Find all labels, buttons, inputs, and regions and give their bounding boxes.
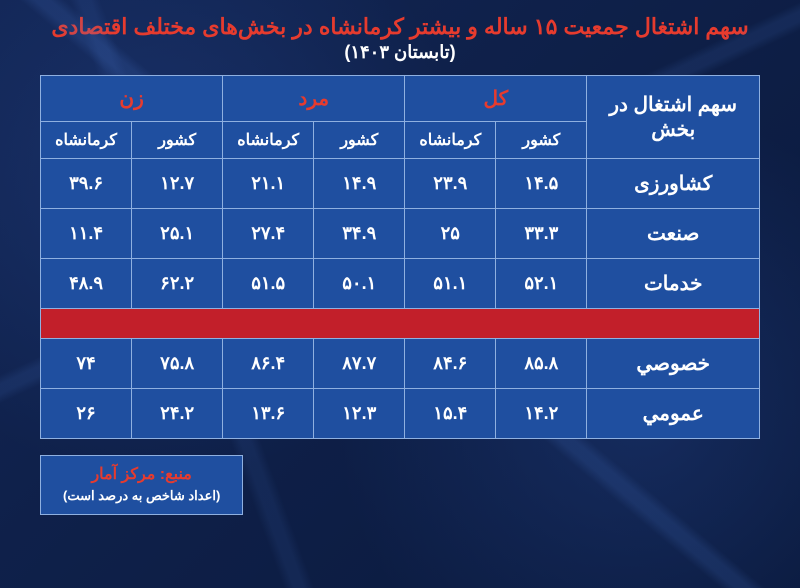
cell-value: ۲۴.۲ xyxy=(132,389,223,439)
cell-value: ۱۴.۵ xyxy=(496,159,587,209)
table-row: خصوصي۸۵.۸۸۴.۶۸۷.۷۸۶.۴۷۵.۸۷۴ xyxy=(41,339,760,389)
group-female: زن xyxy=(41,76,223,122)
cell-value: ۱۱.۴ xyxy=(41,209,132,259)
row-label: خدمات xyxy=(587,259,760,309)
employment-table: سهم اشتغال در بخش کل مرد زن کشور کرمانشا… xyxy=(40,75,760,439)
cell-value: ۷۴ xyxy=(41,339,132,389)
row-label: خصوصي xyxy=(587,339,760,389)
sub-province-1: کرمانشاه xyxy=(223,122,314,159)
row-header: سهم اشتغال در بخش xyxy=(587,76,760,159)
subtitle: (تابستان ۱۴۰۳) xyxy=(0,42,800,75)
cell-value: ۵۰.۱ xyxy=(314,259,405,309)
row-label: عمومي xyxy=(587,389,760,439)
cell-value: ۱۴.۹ xyxy=(314,159,405,209)
footer-source: منبع: مرکز آمار xyxy=(63,464,220,484)
cell-value: ۸۶.۴ xyxy=(223,339,314,389)
footer-note: (اعداد شاخص به درصد است) xyxy=(63,488,220,504)
cell-value: ۲۱.۱ xyxy=(223,159,314,209)
row-label: صنعت xyxy=(587,209,760,259)
table-row: عمومي۱۴.۲۱۵.۴۱۲.۳۱۳.۶۲۴.۲۲۶ xyxy=(41,389,760,439)
table-row: صنعت۳۳.۳۲۵۳۴.۹۲۷.۴۲۵.۱۱۱.۴ xyxy=(41,209,760,259)
cell-value: ۸۷.۷ xyxy=(314,339,405,389)
separator-row xyxy=(41,309,760,339)
sub-province-0: کرمانشاه xyxy=(405,122,496,159)
cell-value: ۱۲.۷ xyxy=(132,159,223,209)
cell-value: ۳۹.۶ xyxy=(41,159,132,209)
cell-value: ۱۳.۶ xyxy=(223,389,314,439)
cell-value: ۴۸.۹ xyxy=(41,259,132,309)
cell-value: ۶۲.۲ xyxy=(132,259,223,309)
cell-value: ۳۴.۹ xyxy=(314,209,405,259)
cell-value: ۲۷.۴ xyxy=(223,209,314,259)
row-label: کشاورزی xyxy=(587,159,760,209)
group-total: کل xyxy=(405,76,587,122)
sub-province-2: کرمانشاه xyxy=(41,122,132,159)
cell-value: ۸۵.۸ xyxy=(496,339,587,389)
sub-country-0: کشور xyxy=(496,122,587,159)
sub-country-2: کشور xyxy=(132,122,223,159)
cell-value: ۲۶ xyxy=(41,389,132,439)
table-row: خدمات۵۲.۱۵۱.۱۵۰.۱۵۱.۵۶۲.۲۴۸.۹ xyxy=(41,259,760,309)
cell-value: ۷۵.۸ xyxy=(132,339,223,389)
footer-box: منبع: مرکز آمار (اعداد شاخص به درصد است) xyxy=(40,455,243,515)
cell-value: ۱۲.۳ xyxy=(314,389,405,439)
cell-value: ۲۳.۹ xyxy=(405,159,496,209)
employment-table-wrap: سهم اشتغال در بخش کل مرد زن کشور کرمانشا… xyxy=(40,75,760,439)
cell-value: ۵۲.۱ xyxy=(496,259,587,309)
cell-value: ۵۱.۵ xyxy=(223,259,314,309)
cell-value: ۱۵.۴ xyxy=(405,389,496,439)
cell-value: ۳۳.۳ xyxy=(496,209,587,259)
cell-value: ۲۵.۱ xyxy=(132,209,223,259)
cell-value: ۱۴.۲ xyxy=(496,389,587,439)
cell-value: ۸۴.۶ xyxy=(405,339,496,389)
sub-country-1: کشور xyxy=(314,122,405,159)
group-male: مرد xyxy=(223,76,405,122)
table-row: کشاورزی۱۴.۵۲۳.۹۱۴.۹۲۱.۱۱۲.۷۳۹.۶ xyxy=(41,159,760,209)
cell-value: ۲۵ xyxy=(405,209,496,259)
main-title: سهم اشتغال جمعیت ۱۵ ساله و بیشتر کرمانشا… xyxy=(0,0,800,42)
cell-value: ۵۱.۱ xyxy=(405,259,496,309)
